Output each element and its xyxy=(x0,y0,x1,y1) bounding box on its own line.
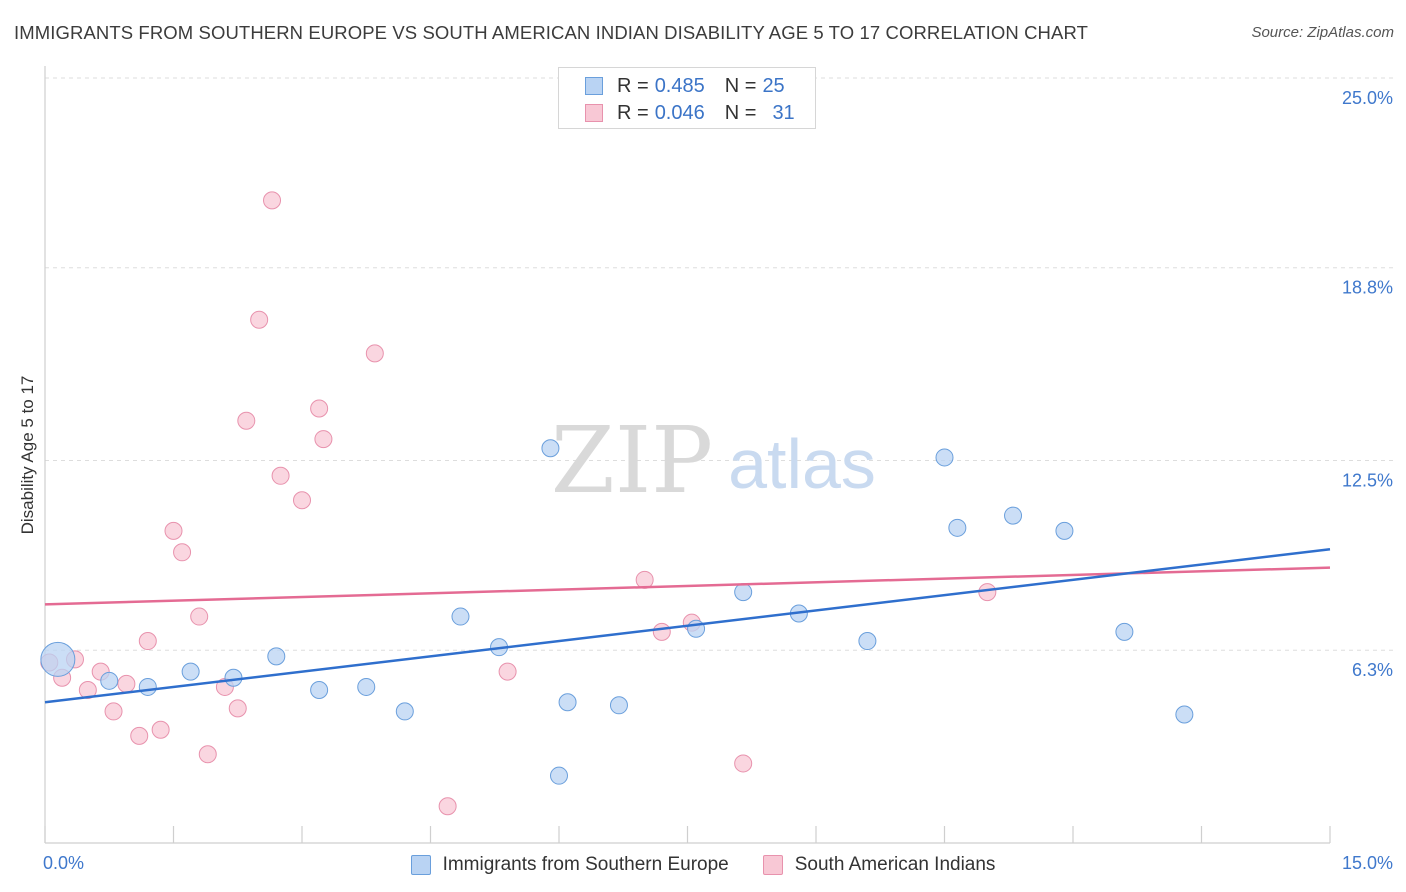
legend-n-label: N = xyxy=(724,74,757,97)
data-point-immigrants-southern-europe xyxy=(138,677,157,696)
data-point-south-american-indians xyxy=(293,491,311,510)
data-point-south-american-indians xyxy=(173,543,192,562)
data-point-immigrants-southern-europe xyxy=(224,668,243,687)
data-point-immigrants-southern-europe xyxy=(357,677,376,696)
chart-title: IMMIGRANTS FROM SOUTHERN EUROPE VS SOUTH… xyxy=(14,22,1088,43)
bottom-legend: Immigrants from Southern Europe South Am… xyxy=(0,852,1406,878)
data-point-south-american-indians xyxy=(138,632,157,651)
data-point-immigrants-southern-europe xyxy=(1115,622,1134,641)
data-point-south-american-indians xyxy=(263,191,282,210)
data-point-immigrants-southern-europe xyxy=(734,583,753,602)
data-point-south-american-indians xyxy=(190,607,209,626)
data-point-immigrants-southern-europe xyxy=(541,439,560,458)
data-point-south-american-indians xyxy=(78,681,97,699)
y-tick-label: 6.3% xyxy=(1352,660,1393,680)
data-point-south-american-indians xyxy=(652,622,671,641)
y-tick-label: 12.5% xyxy=(1342,471,1393,491)
data-point-south-american-indians xyxy=(365,344,384,363)
legend-r-label: R = xyxy=(617,74,649,97)
source-credit: Source: ZipAtlas.com xyxy=(1251,24,1394,41)
data-point-immigrants-southern-europe xyxy=(310,681,329,699)
data-point-south-american-indians xyxy=(978,583,997,602)
data-point-immigrants-southern-europe xyxy=(395,702,414,721)
data-point-immigrants-southern-europe xyxy=(181,662,200,681)
data-point-immigrants-southern-europe xyxy=(267,647,286,666)
data-point-south-american-indians xyxy=(151,720,170,739)
data-point-south-american-indians xyxy=(117,674,136,693)
data-point-south-american-indians xyxy=(164,521,183,540)
legend-row-blue: R = 0.485 N = 25 xyxy=(585,73,785,99)
data-point-immigrants-southern-europe xyxy=(558,693,577,712)
watermark-zip: ZIP xyxy=(551,407,713,514)
legend-swatch-pink xyxy=(585,104,603,122)
data-point-immigrants-southern-europe xyxy=(100,671,119,690)
bottom-legend-swatch-blue xyxy=(410,855,431,875)
y-tick-label: 25.0% xyxy=(1342,88,1393,108)
data-point-south-american-indians xyxy=(314,430,333,449)
legend: R = 0.485 N = 25 R = 0.046 N = 31 xyxy=(558,67,816,129)
legend-r-value: 0.485 xyxy=(654,74,705,97)
legend-r-label: R = xyxy=(617,101,649,124)
data-point-immigrants-southern-europe xyxy=(1055,521,1074,540)
data-point-immigrants-southern-europe xyxy=(935,448,954,467)
data-point-south-american-indians xyxy=(130,726,149,745)
data-point-immigrants-southern-europe xyxy=(451,607,470,626)
data-point-immigrants-southern-europe xyxy=(550,766,568,785)
data-point-south-american-indians xyxy=(250,310,269,329)
trend-line-immigrants-southern-europe xyxy=(44,547,1331,704)
watermark: ZIP atlas xyxy=(551,407,876,514)
legend-swatch-blue xyxy=(585,77,603,95)
data-point-south-american-indians xyxy=(734,754,753,773)
x-tick-label: 15.0% xyxy=(1342,853,1393,873)
bottom-legend-item-blue: Immigrants from Southern Europe xyxy=(410,854,729,876)
bottom-legend-label-pink: South American Indians xyxy=(794,854,996,875)
data-point-south-american-indians xyxy=(237,411,256,430)
watermark-atlas: atlas xyxy=(728,425,876,503)
data-point-south-american-indians xyxy=(498,662,517,681)
legend-r-value: 0.046 xyxy=(654,101,705,124)
bottom-legend-swatch-pink xyxy=(762,855,783,875)
data-point-immigrants-southern-europe xyxy=(948,518,967,537)
bottom-legend-label-blue: Immigrants from Southern Europe xyxy=(442,854,729,875)
data-point-immigrants-southern-europe xyxy=(609,696,628,715)
legend-n-label: N = xyxy=(724,101,757,124)
data-point-south-american-indians xyxy=(104,702,123,721)
legend-row-pink: R = 0.046 N = 31 xyxy=(585,100,795,126)
data-point-immigrants-southern-europe xyxy=(858,632,877,651)
x-tick-label: 0.0% xyxy=(43,853,84,873)
data-point-immigrants-southern-europe xyxy=(1004,506,1023,525)
data-point-south-american-indians xyxy=(271,466,290,485)
bottom-legend-item-pink: South American Indians xyxy=(762,854,996,876)
data-point-south-american-indians xyxy=(438,797,457,816)
data-point-immigrants-southern-europe xyxy=(40,641,76,677)
y-tick-label: 18.8% xyxy=(1342,278,1393,298)
data-point-immigrants-southern-europe xyxy=(1175,705,1194,724)
data-point-south-american-indians xyxy=(228,699,247,718)
legend-n-value: 25 xyxy=(762,74,785,97)
data-point-south-american-indians xyxy=(198,745,217,764)
data-point-south-american-indians xyxy=(310,399,329,418)
legend-n-value: 31 xyxy=(772,101,795,124)
